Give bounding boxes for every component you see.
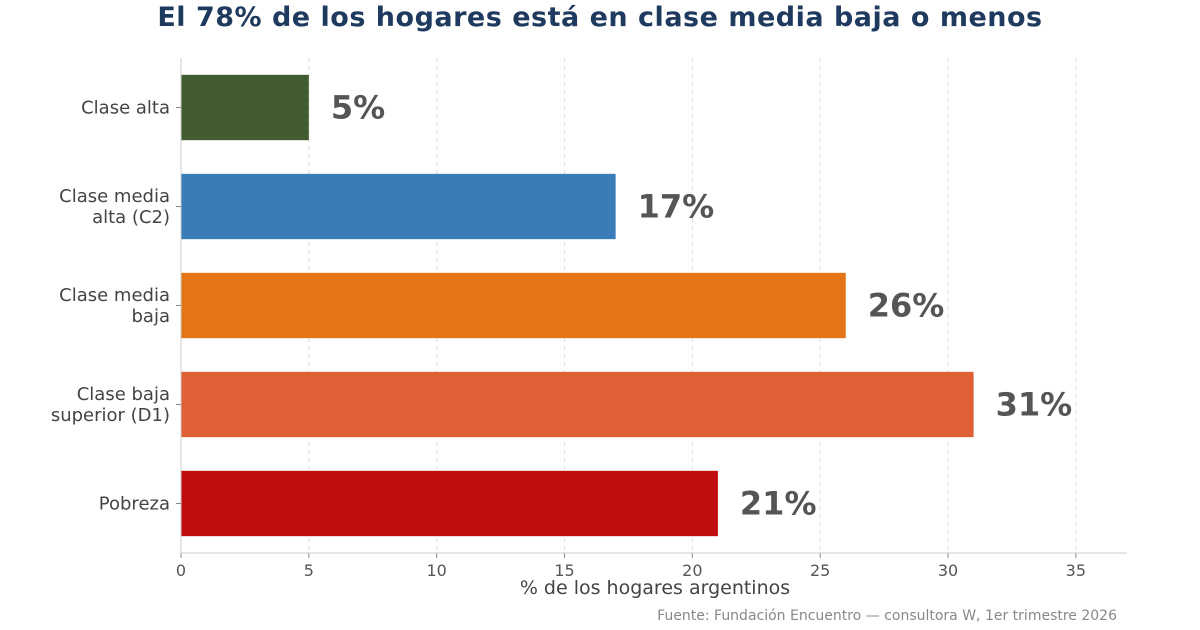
data-label: 17%	[638, 188, 715, 226]
bars: 5% 17% 26% 31% 21%	[181, 74, 1073, 537]
category-label: Clase media alta (C2)	[59, 186, 170, 228]
x-tick-label: 25	[810, 561, 830, 580]
category-label-line: superior (D1)	[51, 405, 170, 426]
data-label: 21%	[740, 485, 817, 523]
category-label: Clase baja superior (D1)	[51, 384, 170, 426]
x-tick-label: 15	[554, 561, 574, 580]
source-note: Fuente: Fundación Encuentro — consultora…	[657, 608, 1117, 624]
category-label: Clase media baja	[59, 285, 170, 327]
x-tick-label: 35	[1066, 561, 1086, 580]
x-tick-label: 10	[426, 561, 446, 580]
category-label: Clase alta	[81, 98, 170, 119]
x-axis-title: % de los hogares argentinos	[520, 577, 790, 599]
category-label: Pobreza	[99, 494, 170, 515]
bar	[181, 173, 616, 240]
category-label-line: Pobreza	[99, 494, 170, 515]
category-label-line: Clase alta	[81, 98, 170, 119]
x-tick-label: 30	[938, 561, 958, 580]
bar	[181, 272, 846, 339]
category-label-line: Clase media	[59, 186, 170, 207]
x-tick-label: 0	[176, 561, 186, 580]
data-label: 5%	[331, 89, 385, 127]
data-label: 26%	[868, 287, 945, 325]
grid-lines	[308, 58, 1077, 553]
chart-title: El 78% de los hogares está en clase medi…	[157, 2, 1043, 33]
data-label: 31%	[996, 386, 1073, 424]
bar	[181, 470, 718, 537]
bar	[181, 74, 309, 141]
category-label-line: Clase baja	[77, 384, 170, 405]
x-tick-label: 5	[304, 561, 314, 580]
bar	[181, 371, 974, 438]
category-label-line: Clase media	[59, 285, 170, 306]
category-label-line: baja	[132, 306, 171, 327]
category-label-line: alta (C2)	[92, 207, 170, 228]
x-tick-label: 20	[682, 561, 702, 580]
